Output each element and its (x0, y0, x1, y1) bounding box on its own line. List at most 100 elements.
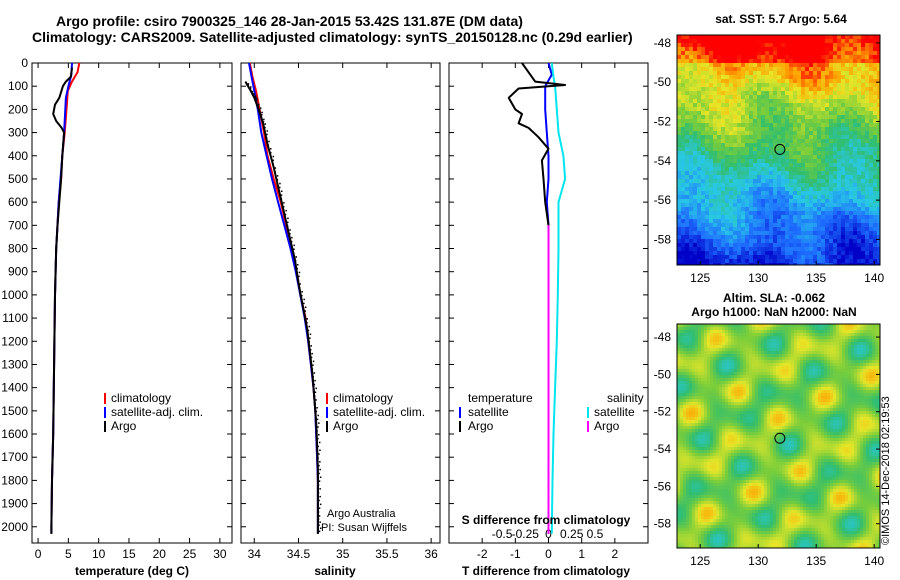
map-cell (813, 155, 818, 160)
map-cell (725, 387, 729, 391)
map-cell (695, 393, 699, 397)
map-cell (797, 187, 802, 192)
map-cell (865, 191, 870, 196)
map-cell (686, 372, 690, 376)
map-cell (749, 223, 754, 228)
map-cell (677, 103, 682, 108)
map-cell (829, 199, 834, 204)
map-cell (857, 191, 862, 196)
salinity-argo-sample (317, 414, 319, 417)
map-cell (741, 155, 746, 160)
map-cell (773, 231, 778, 236)
map-cell (825, 215, 830, 220)
map-cell (705, 175, 710, 180)
map-cell (692, 324, 696, 328)
map-cell (697, 143, 702, 148)
map-cell (770, 384, 774, 388)
map-cell (770, 330, 774, 334)
map-cell (705, 99, 710, 104)
map-cell (707, 336, 711, 340)
map-cell (848, 390, 852, 394)
difference-panel: -2 -1 0 1 2-0.5 -0.25 0 0.25 0.5 T difference fr… (448, 62, 649, 578)
map-cell (813, 147, 818, 152)
map-cell (757, 223, 762, 228)
map-cell (680, 375, 684, 379)
map-cell (857, 259, 862, 264)
map-cell (788, 366, 792, 370)
map-cell (875, 330, 879, 334)
map-cell (689, 357, 693, 361)
map-cell (794, 330, 798, 334)
map-cell (745, 95, 750, 100)
map-cell (741, 119, 746, 124)
map-cell (704, 354, 708, 358)
map-cell (825, 211, 830, 216)
map-cell (779, 324, 783, 328)
map-cell (789, 107, 794, 112)
map-cell (815, 342, 819, 346)
map-cell (801, 167, 806, 172)
map-cell (761, 333, 765, 337)
map-cell (782, 378, 786, 382)
map-cell (857, 251, 862, 256)
map-cell (872, 381, 876, 385)
depth-tick-label: 900 (8, 265, 28, 279)
map-cell (677, 345, 681, 349)
map-cell (705, 151, 710, 156)
map-cell (729, 219, 734, 224)
map-cell (841, 207, 846, 212)
map-cell (821, 247, 826, 252)
map-cell (788, 336, 792, 340)
map-cell (717, 183, 722, 188)
map-cell (842, 393, 846, 397)
map-cell (677, 199, 682, 204)
map-cell (869, 235, 874, 240)
map-cell (721, 215, 726, 220)
map-cell (837, 219, 842, 224)
map-cell (842, 330, 846, 334)
map-cell (681, 111, 686, 116)
map-cell (776, 366, 780, 370)
map-cell (825, 91, 830, 96)
map-cell (861, 55, 866, 60)
map-cell (869, 381, 873, 385)
map-cell (809, 227, 814, 232)
salinity-xtick-label: 35.5 (375, 547, 399, 561)
map-cell (725, 219, 730, 224)
map-cell (829, 223, 834, 228)
map-cell (681, 139, 686, 144)
map-cell (737, 79, 742, 84)
map-cell (793, 183, 798, 188)
map-cell (781, 179, 786, 184)
map-cell (801, 227, 806, 232)
map-cell (824, 342, 828, 346)
map-cell (872, 345, 876, 349)
map-cell (681, 159, 686, 164)
map-cell (761, 63, 766, 68)
map-cell (713, 135, 718, 140)
map-cell (765, 83, 770, 88)
map-cell (857, 327, 861, 331)
map-cell (776, 393, 780, 397)
map-cell (758, 336, 762, 340)
map-cell (757, 115, 762, 120)
map-cell (767, 348, 771, 352)
map-cell (865, 235, 870, 240)
map-cell (770, 360, 774, 364)
map-cell (794, 378, 798, 382)
map-cell (805, 231, 810, 236)
map-cell (777, 227, 782, 232)
map-cell (825, 175, 830, 180)
map-cell (873, 143, 878, 148)
map-cell (707, 354, 711, 358)
map-cell (709, 79, 714, 84)
map-cell (705, 67, 710, 72)
map-cell (722, 330, 726, 334)
salinity-argo-sample (312, 364, 314, 366)
map-cell (812, 327, 816, 331)
map-cell (693, 91, 698, 96)
map-cell (788, 351, 792, 355)
map-cell (813, 99, 818, 104)
map-cell (746, 357, 750, 361)
map-cell (861, 99, 866, 104)
